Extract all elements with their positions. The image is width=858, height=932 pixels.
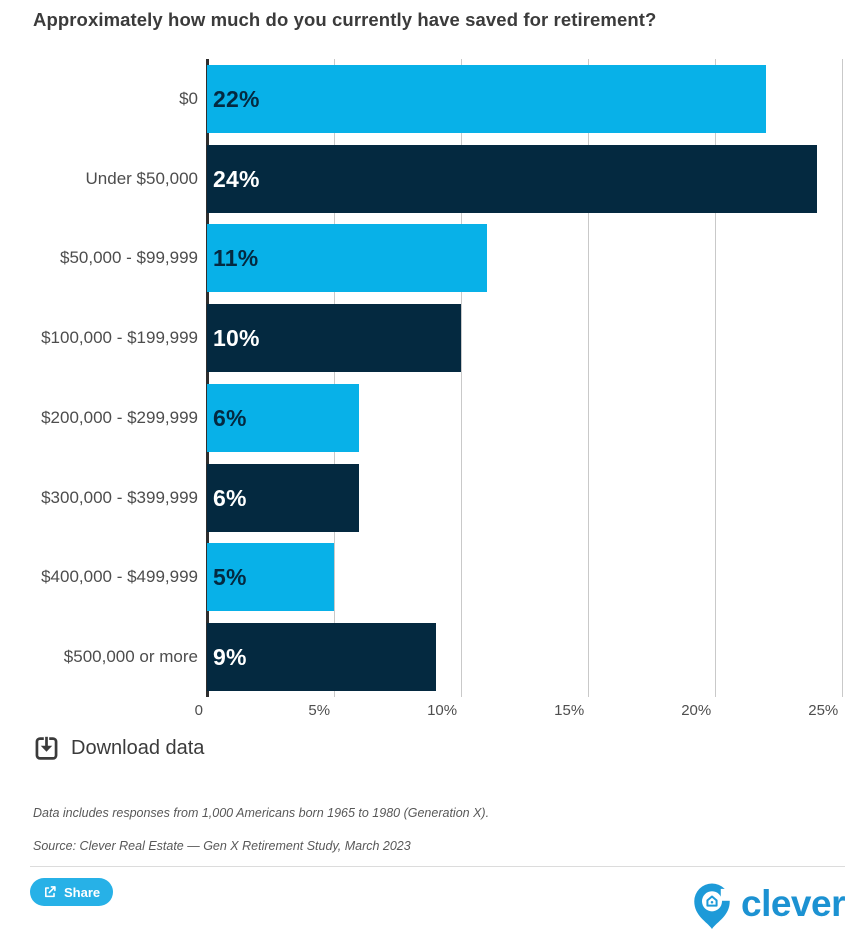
x-tick-label: 10%	[427, 702, 458, 719]
bar: 6%	[207, 463, 360, 532]
download-label: Download data	[71, 736, 205, 759]
bar-value-label: 6%	[213, 484, 247, 511]
bar-row: $0 22%	[0, 59, 855, 139]
gridline	[461, 59, 463, 697]
bar-row: Under $50,000 24%	[0, 139, 855, 219]
bar-value-label: 22%	[213, 85, 260, 112]
bar: 11%	[207, 224, 487, 293]
y-axis-line	[206, 59, 209, 697]
download-data-button[interactable]: Download data	[33, 733, 204, 763]
chart-title: Approximately how much do you currently …	[33, 9, 657, 30]
share-button[interactable]: Share	[30, 878, 114, 906]
gridline	[588, 59, 590, 697]
x-tick-label: 20%	[681, 702, 712, 719]
footer-divider	[30, 866, 845, 867]
x-tick-label: 15%	[554, 702, 585, 719]
gridlines	[207, 59, 855, 697]
footnote-sample: Data includes responses from 1,000 Ameri…	[33, 806, 490, 820]
category-label: Under $50,000	[85, 168, 198, 188]
bar-value-label: 24%	[213, 165, 260, 192]
category-label: $400,000 - $499,999	[41, 567, 198, 587]
category-label: $50,000 - $99,999	[59, 248, 198, 268]
bar: 22%	[207, 64, 767, 133]
bar: 10%	[207, 304, 462, 373]
clever-logo[interactable]: clever	[691, 881, 846, 931]
bar-value-label: 6%	[213, 404, 247, 431]
bar-value-label: 5%	[213, 564, 247, 591]
bar-row: $400,000 - $499,999 5%	[0, 538, 855, 618]
gridline	[334, 59, 336, 697]
share-icon	[43, 885, 57, 899]
x-tick-label: 0	[194, 702, 203, 719]
bar-value-label: 11%	[213, 245, 259, 272]
bar-value-label: 9%	[213, 644, 247, 671]
bar-row: $500,000 or more 9%	[0, 617, 855, 697]
category-label: $200,000 - $299,999	[41, 407, 198, 427]
clever-wordmark: clever	[741, 882, 846, 924]
bar-row: $50,000 - $99,999 11%	[0, 219, 855, 299]
download-icon	[33, 735, 60, 762]
bar-row: $200,000 - $299,999 6%	[0, 378, 855, 458]
bar: 6%	[207, 383, 360, 452]
bar: 9%	[207, 623, 436, 692]
x-axis-ticks: 0 5% 10% 15% 20% 25%	[0, 702, 858, 722]
gridline	[842, 59, 844, 697]
footnote-source: Source: Clever Real Estate — Gen X Retir…	[33, 839, 411, 853]
bar: 5%	[207, 543, 335, 612]
category-label: $300,000 - $399,999	[41, 487, 198, 507]
x-tick-label: 25%	[808, 702, 839, 719]
bar: 24%	[207, 144, 817, 213]
clever-pin-icon	[691, 882, 733, 930]
bar-row: $100,000 - $199,999 10%	[0, 298, 855, 378]
share-label: Share	[64, 884, 101, 900]
category-label: $0	[179, 88, 198, 108]
gridline	[715, 59, 717, 697]
category-label: $100,000 - $199,999	[41, 328, 198, 348]
bar-rows: $0 22% Under $50,000 24% $50,000 - $99,999 11…	[0, 59, 855, 697]
bar-value-label: 10%	[213, 325, 260, 352]
x-tick-label: 5%	[308, 702, 331, 719]
bar-row: $300,000 - $399,999 6%	[0, 458, 855, 538]
category-label: $500,000 or more	[63, 647, 198, 667]
